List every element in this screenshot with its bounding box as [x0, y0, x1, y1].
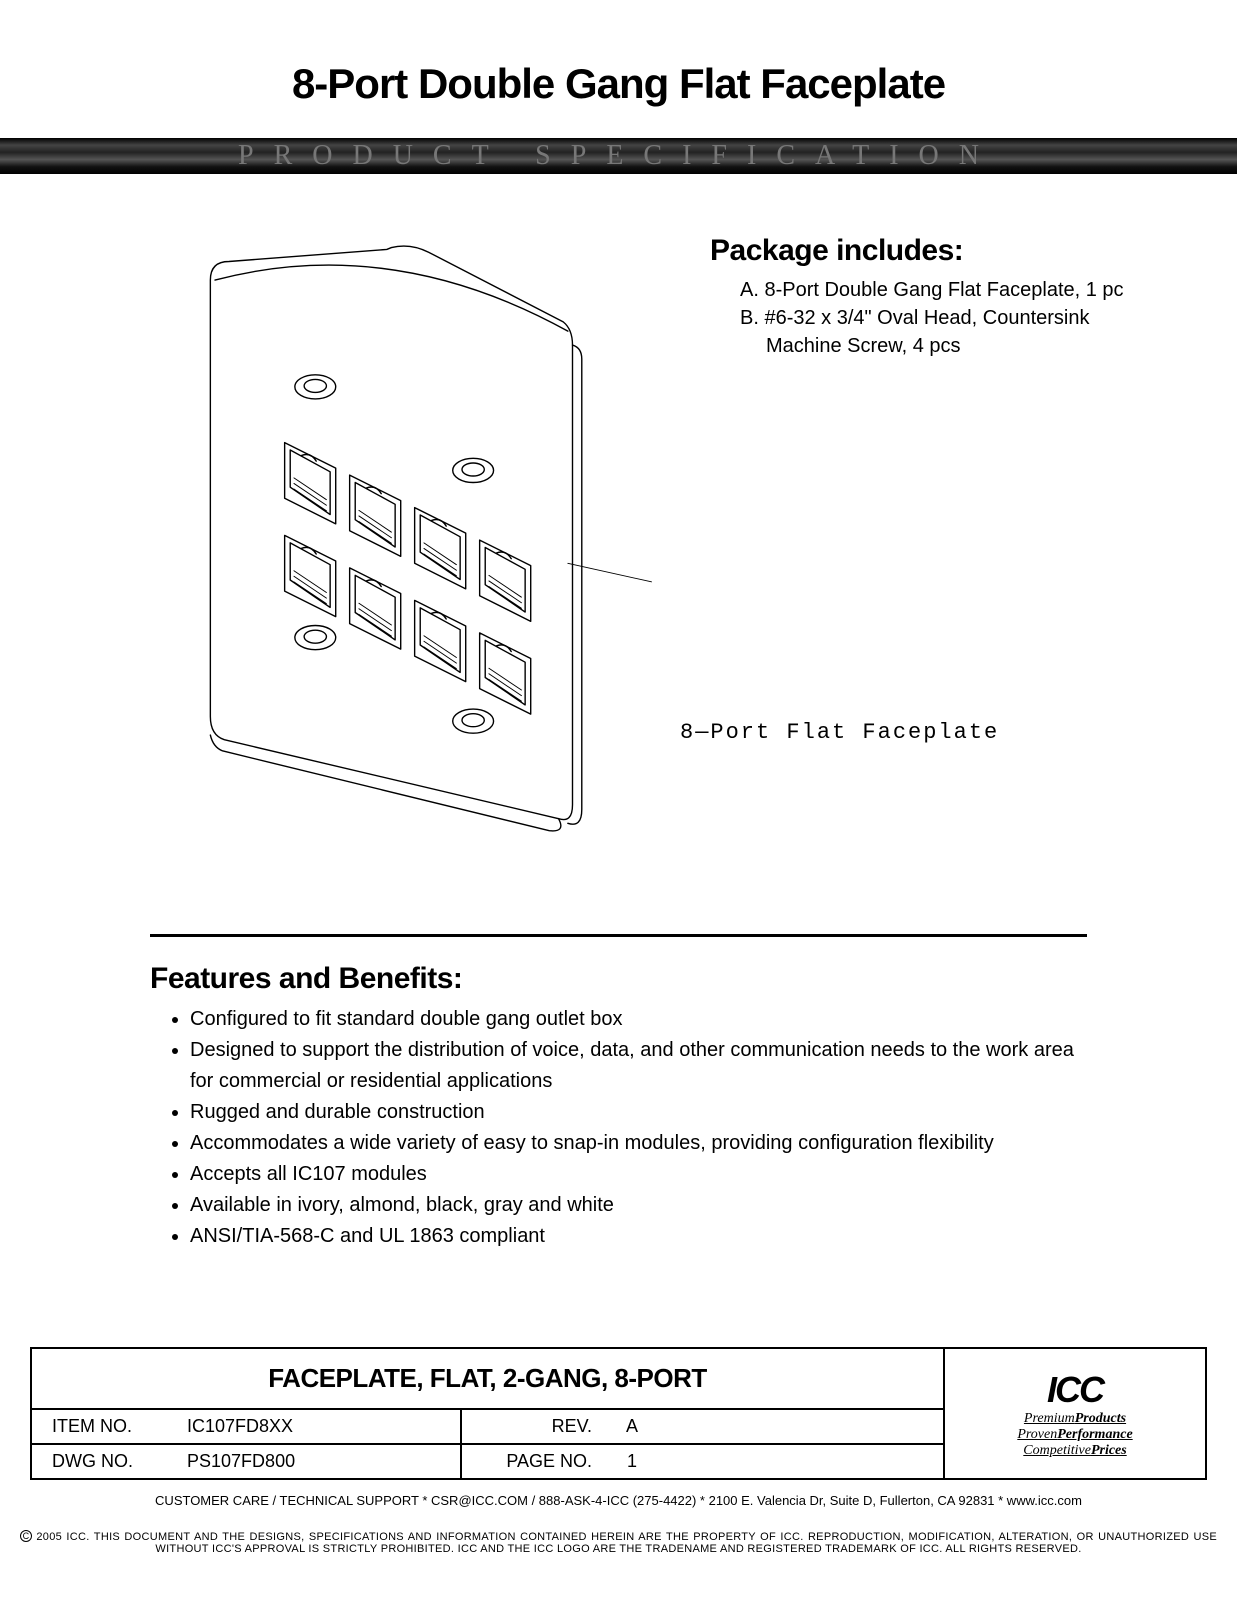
features-list: Configured to fit standard double gang o… [190, 1004, 1087, 1252]
divider [150, 934, 1087, 937]
feature-item: Available in ivory, almond, black, gray … [190, 1190, 1087, 1221]
package-item: A. 8-Port Double Gang Flat Faceplate, 1 … [740, 276, 1124, 304]
title-block-description: FACEPLATE, FLAT, 2-GANG, 8-PORT [32, 1349, 943, 1410]
page-title: 8-Port Double Gang Flat Faceplate [40, 60, 1197, 108]
diagram-callout: 8—Port Flat Faceplate [680, 720, 999, 745]
footer-legal: C 2005 ICC. THIS DOCUMENT AND THE DESIGN… [0, 1530, 1237, 1555]
package-heading: Package includes: [710, 234, 1124, 268]
features-heading: Features and Benefits: [150, 962, 1087, 996]
rev-cell: REV. A [462, 1410, 943, 1443]
title-block: FACEPLATE, FLAT, 2-GANG, 8-PORT ITEM NO.… [30, 1347, 1207, 1480]
feature-item: Designed to support the distribution of … [190, 1035, 1087, 1097]
feature-item: Rugged and durable construction [190, 1097, 1087, 1128]
brand-logo: ICC [1047, 1369, 1103, 1411]
spec-band: PRODUCT SPECIFICATION [0, 138, 1237, 174]
feature-item: Accepts all IC107 modules [190, 1159, 1087, 1190]
package-item: B. #6-32 x 3/4" Oval Head, Countersink [740, 304, 1124, 332]
brand-block: ICC PremiumProducts ProvenPerformance Co… [945, 1349, 1205, 1478]
item-no-cell: ITEM NO. IC107FD8XX [32, 1410, 462, 1443]
faceplate-diagram [150, 214, 670, 894]
package-item: Machine Screw, 4 pcs [766, 332, 1124, 360]
page-no-cell: PAGE NO. 1 [462, 1445, 943, 1478]
feature-item: ANSI/TIA-568-C and UL 1863 compliant [190, 1221, 1087, 1252]
feature-item: Accommodates a wide variety of easy to s… [190, 1128, 1087, 1159]
package-list: A. 8-Port Double Gang Flat Faceplate, 1 … [740, 276, 1124, 360]
feature-item: Configured to fit standard double gang o… [190, 1004, 1087, 1035]
band-text: PRODUCT SPECIFICATION [238, 140, 999, 172]
dwg-no-cell: DWG NO. PS107FD800 [32, 1445, 462, 1478]
footer-contact: CUSTOMER CARE / TECHNICAL SUPPORT * CSR@… [0, 1493, 1237, 1508]
